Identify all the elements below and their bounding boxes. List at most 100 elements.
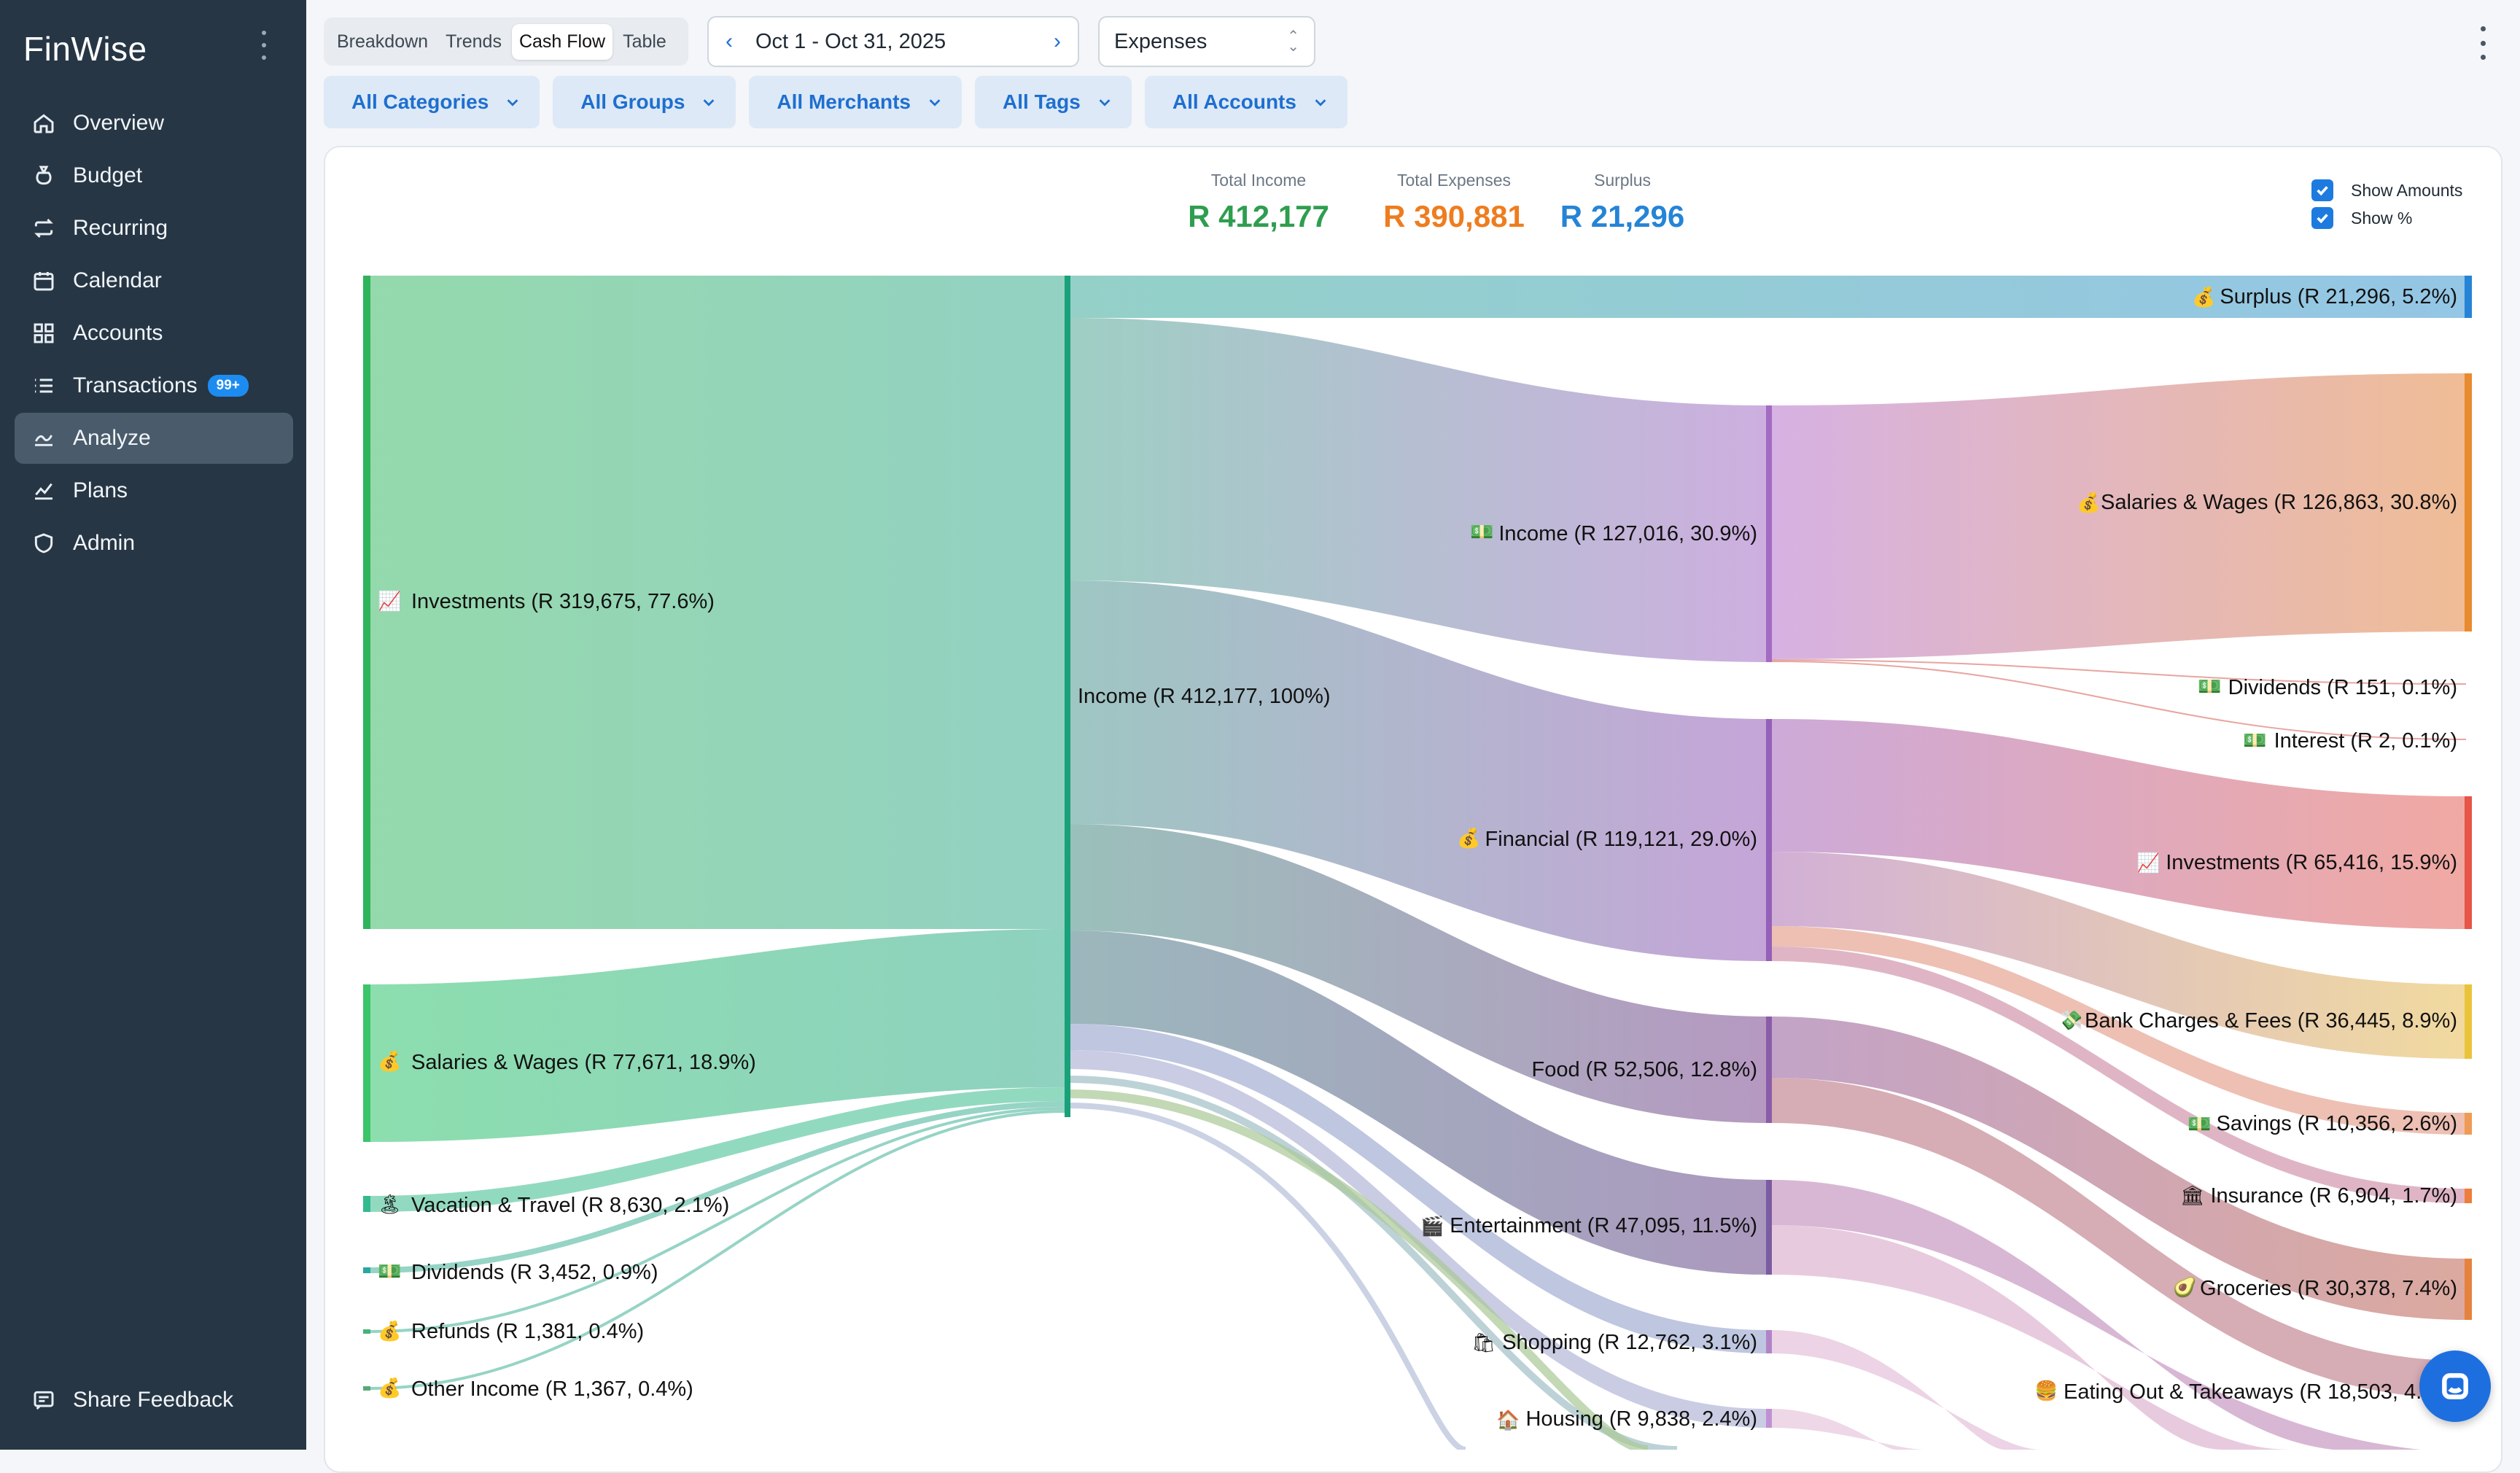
link-income-financial	[1069, 580, 1768, 961]
more-options-icon[interactable]	[2472, 26, 2494, 60]
label-src-other: Other Income (R 1,367, 0.4%)	[411, 1377, 693, 1401]
repeat-icon	[29, 214, 58, 243]
tab-breakdown[interactable]: Breakdown	[337, 31, 429, 52]
label-grp-financial: Financial (R 119,121, 29.0%)	[1485, 828, 1757, 851]
money-bag-icon: 💰	[1457, 827, 1480, 850]
link-shop-right	[1772, 1330, 2042, 1450]
node-src-salaries	[363, 984, 370, 1142]
filter-merchants[interactable]: All Merchants	[749, 76, 962, 128]
link-vacation-income	[369, 1087, 1065, 1212]
tab-table[interactable]: Table	[623, 31, 666, 52]
label-dst-groceries: Groceries (R 30,378, 7.4%)	[2200, 1277, 2457, 1300]
filter-categories[interactable]: All Categories	[324, 76, 540, 128]
link-ent-right2	[1772, 1225, 2290, 1450]
sidebar: FinWise Overview Budget Recurring Calend…	[0, 0, 306, 1450]
show-amounts-toggle[interactable]: Show Amounts	[2311, 179, 2462, 201]
money-icon: 💵	[378, 1260, 401, 1282]
sidebar-item-admin[interactable]: Admin	[15, 518, 293, 569]
show-percent-label: Show %	[2351, 208, 2413, 228]
display-toggles: Show Amounts Show %	[2311, 179, 2462, 235]
filter-accounts[interactable]: All Accounts	[1144, 76, 1348, 128]
sidebar-item-plans[interactable]: Plans	[15, 465, 293, 516]
node-dst-surplus	[2465, 276, 2472, 318]
money-bag-icon: 💰	[378, 1377, 401, 1399]
sidebar-item-label: Analyze	[73, 426, 151, 450]
sidebar-item-calendar[interactable]: Calendar	[15, 255, 293, 306]
label-dst-interest: Interest (R 2, 0.1%)	[2274, 729, 2457, 753]
sidebar-item-label: Recurring	[73, 216, 168, 240]
sidebar-item-label: Overview	[73, 111, 165, 135]
sidebar-item-budget[interactable]: Budget	[15, 150, 293, 201]
money-bag-icon: 💰	[378, 1050, 401, 1073]
filter-label: All Categories	[351, 90, 489, 113]
sidebar-nav: Overview Budget Recurring Calendar Accou…	[15, 98, 293, 570]
link-income-other3	[1068, 1103, 1466, 1450]
node-dst-savings	[2465, 1113, 2472, 1135]
app-logo[interactable]: FinWise	[23, 30, 147, 68]
show-percent-toggle[interactable]: Show %	[2311, 207, 2462, 229]
sidebar-item-transactions[interactable]: Transactions 99+	[15, 360, 293, 411]
next-period-button[interactable]: ›	[1054, 29, 1061, 53]
date-range-label[interactable]: Oct 1 - Oct 31, 2025	[755, 29, 946, 53]
sidebar-item-label: Accounts	[73, 321, 163, 345]
filter-tags[interactable]: All Tags	[975, 76, 1132, 128]
label-dst-salaries: Salaries & Wages (R 126,863, 30.8%)	[2101, 491, 2457, 514]
link-income-entertainment	[1069, 930, 1768, 1275]
node-grp-financial	[1766, 719, 1772, 961]
link-investments-income	[369, 276, 1065, 929]
label-src-dividends: Dividends (R 3,452, 0.9%)	[411, 1261, 658, 1284]
tab-trends[interactable]: Trends	[446, 31, 502, 52]
label-dst-bank: Bank Charges & Fees (R 36,445, 8.9%)	[2085, 1009, 2457, 1033]
node-dst-salaries	[2465, 373, 2472, 631]
type-select[interactable]: Expenses ⌃ ⌄	[1098, 16, 1315, 67]
grid-icon	[29, 319, 58, 348]
sidebar-item-overview[interactable]: Overview	[15, 98, 293, 149]
money-bag-icon: 💰	[2077, 491, 2100, 514]
home-icon	[29, 109, 58, 138]
filter-bar: All Categories All Groups All Merchants …	[324, 76, 1361, 128]
sidebar-item-label: Admin	[73, 531, 136, 555]
label-dst-dividends: Dividends (R 151, 0.1%)	[2228, 676, 2457, 699]
produce-icon: 🥑	[2173, 1275, 2196, 1298]
node-dst-bank	[2465, 984, 2472, 1059]
link-food-groceries	[1772, 1017, 2466, 1320]
building-icon: 🏛	[2180, 1184, 2204, 1206]
link-grp-income-dividends	[1771, 659, 2467, 685]
total-income: Total Income R 412,177	[1142, 171, 1375, 234]
previous-period-button[interactable]: ‹	[726, 29, 733, 53]
filter-label: All Accounts	[1172, 90, 1296, 113]
beach-icon: 🏝	[378, 1193, 402, 1215]
show-amounts-label: Show Amounts	[2351, 180, 2463, 200]
surplus-label: Surplus	[1594, 171, 1651, 190]
label-dst-eating: Eating Out & Takeaways (R 18,503, 4.	[2064, 1380, 2422, 1404]
label-grp-income: Income (R 127,016, 30.9%)	[1498, 522, 1757, 545]
filter-groups[interactable]: All Groups	[553, 76, 736, 128]
surplus: Surplus R 21,296	[1531, 171, 1714, 234]
sidebar-item-analyze[interactable]: Analyze	[15, 413, 293, 464]
share-feedback-button[interactable]: Share Feedback	[29, 1385, 233, 1415]
label-grp-housing: Housing (R 9,838, 2.4%)	[1525, 1407, 1757, 1431]
plans-icon	[29, 476, 58, 505]
chat-support-button[interactable]	[2419, 1350, 2491, 1422]
label-src-salaries: Salaries & Wages (R 77,671, 18.9%)	[411, 1051, 756, 1074]
node-src-dividends	[363, 1267, 370, 1273]
type-select-value: Expenses	[1114, 29, 1208, 53]
chevron-down-icon	[701, 94, 717, 110]
link-income-surplus	[1069, 276, 2466, 318]
clapper-icon: 🎬	[1420, 1215, 1444, 1237]
node-src-investments	[363, 276, 370, 929]
house-icon: 🏠	[1496, 1409, 1520, 1431]
link-income-food	[1069, 824, 1768, 1123]
tab-cash-flow[interactable]: Cash Flow	[511, 23, 613, 60]
sidebar-menu-icon[interactable]	[251, 28, 277, 63]
sidebar-item-accounts[interactable]: Accounts	[15, 308, 293, 359]
sidebar-item-recurring[interactable]: Recurring	[15, 203, 293, 254]
link-income-other2	[1068, 1089, 1649, 1450]
money-bag-icon: 💰	[378, 1320, 401, 1342]
label-dst-investments: Investments (R 65,416, 15.9%)	[2166, 851, 2457, 874]
sidebar-item-label: Budget	[73, 163, 143, 187]
list-icon	[29, 371, 58, 400]
checkbox-checked-icon	[2311, 179, 2333, 201]
node-grp-income	[1766, 405, 1772, 662]
